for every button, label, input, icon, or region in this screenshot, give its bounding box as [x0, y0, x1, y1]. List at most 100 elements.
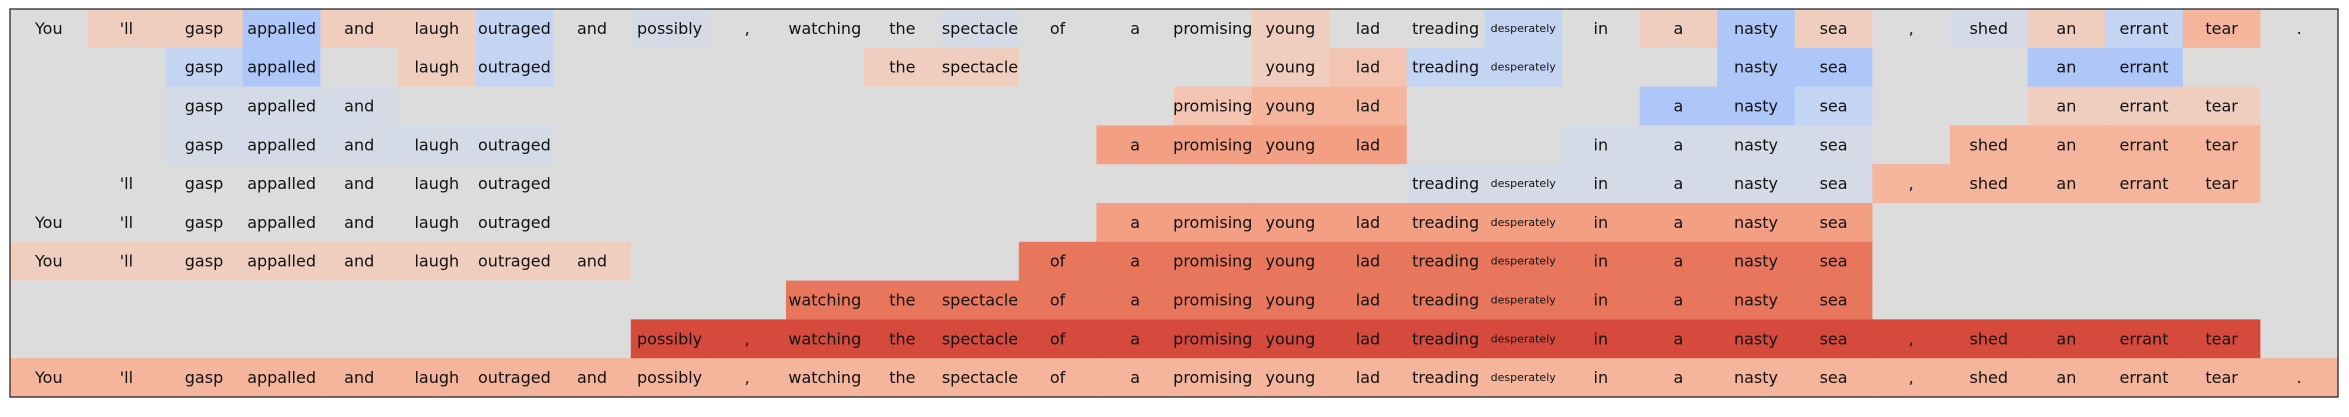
heatmap-cell [1950, 280, 2029, 320]
heatmap-cell [1872, 203, 1951, 243]
heatmap-cell [1484, 125, 1563, 165]
heatmap-cell [1251, 358, 1330, 398]
heatmap-cell [320, 86, 399, 126]
heatmap-cell [2027, 47, 2106, 88]
cell-token-label: young [1266, 252, 1316, 271]
heatmap-cell [398, 358, 477, 398]
heatmap-cell [398, 47, 477, 88]
cell-token-label: promising [1173, 368, 1252, 387]
heatmap-cell [242, 280, 321, 320]
cell-token-label: spectacle [942, 368, 1018, 387]
cell-token-label: treading [1412, 174, 1479, 193]
heatmap-cell [708, 319, 787, 359]
heatmap-cell [630, 47, 709, 88]
heatmap-cell [941, 9, 1020, 49]
heatmap-cell [475, 47, 554, 88]
heatmap-cell [2260, 241, 2339, 282]
heatmap-cell [2260, 164, 2339, 204]
cell-token-label: promising [1173, 135, 1252, 154]
cell-token-label: promising [1173, 19, 1252, 38]
cell-token-label: , [1909, 368, 1914, 387]
heatmap-cell [2105, 280, 2184, 320]
heatmap-cell [1484, 319, 1563, 359]
heatmap-cell [1639, 164, 1718, 204]
heatmap-cell [1174, 86, 1253, 126]
cell-token-label: watching [788, 19, 861, 38]
heatmap-cell [2182, 47, 2261, 88]
cell-token-label: gasp [185, 213, 223, 232]
heatmap-cell [1484, 86, 1563, 126]
heatmap-cell [1251, 203, 1330, 243]
heatmap-cell [2260, 203, 2339, 243]
heatmap-cell [630, 125, 709, 165]
cell-token-label: gasp [185, 252, 223, 271]
heatmap-cell [165, 280, 244, 320]
heatmap-cell [863, 203, 942, 243]
heatmap-cell [2027, 164, 2106, 204]
heatmap-cell [1018, 280, 1097, 320]
heatmap-cell [1018, 125, 1097, 165]
heatmap-cell [1329, 86, 1408, 126]
heatmap-cell [1794, 203, 1873, 243]
heatmap-cell [1096, 9, 1175, 49]
cell-token-label: . [2297, 368, 2302, 387]
heatmap-cell [475, 9, 554, 49]
cell-token-label: . [2297, 19, 2302, 38]
heatmap-cell [1950, 358, 2029, 398]
heatmap-cell [786, 203, 865, 243]
heatmap-cell [242, 241, 321, 282]
cell-token-label: in [1594, 213, 1609, 232]
cell-token-label: an [2056, 329, 2076, 348]
heatmap-cell [1872, 86, 1951, 126]
cell-token-label: a [1673, 19, 1683, 38]
heatmap-cell [2182, 9, 2261, 49]
heatmap-cell [320, 241, 399, 282]
cell-token-label: of [1050, 252, 1066, 271]
heatmap-cell [1251, 280, 1330, 320]
heatmap-cell [1794, 319, 1873, 359]
heatmap-cell [1329, 164, 1408, 204]
heatmap-cell [475, 125, 554, 165]
cell-token-label: nasty [1734, 213, 1778, 232]
heatmap-cell [708, 47, 787, 88]
cell-token-label: shed [1970, 19, 2008, 38]
cell-token-label: treading [1412, 58, 1479, 77]
cell-token-label: treading [1412, 19, 1479, 38]
cell-token-label: young [1266, 368, 1316, 387]
cell-token-label: 'll [120, 252, 133, 271]
plot-frame [9, 8, 2339, 398]
heatmap-cell [786, 241, 865, 282]
cell-token-label: tear [2205, 19, 2238, 38]
cell-token-label: in [1594, 368, 1609, 387]
heatmap-cell [10, 86, 89, 126]
heatmap-cell [1251, 164, 1330, 204]
heatmap-cell [1872, 164, 1951, 204]
cell-token-label: errant [2120, 368, 2169, 387]
heatmap-cell [1484, 164, 1563, 204]
cell-token-label: sea [1820, 58, 1848, 77]
heatmap-cell [1018, 358, 1097, 398]
cell-token-label: desperately [1491, 22, 1557, 35]
heatmap-cell [1096, 86, 1175, 126]
heatmap-cell [630, 164, 709, 204]
cell-token-label: tear [2205, 174, 2238, 193]
heatmap-cell [2027, 280, 2106, 320]
cell-token-label: 'll [120, 19, 133, 38]
heatmap-cell [553, 241, 632, 282]
heatmap-cell [1174, 319, 1253, 359]
heatmap-cell [708, 358, 787, 398]
heatmap-cell [10, 319, 89, 359]
cell-token-label: desperately [1491, 177, 1557, 190]
cell-token-label: an [2056, 135, 2076, 154]
heatmap-cell [10, 203, 89, 243]
cell-token-label: appalled [247, 97, 316, 116]
heatmap-cell [1639, 319, 1718, 359]
heatmap-cell [1329, 358, 1408, 398]
cell-token-label: lad [1356, 19, 1380, 38]
heatmap-cell [242, 319, 321, 359]
heatmap-cell [87, 164, 166, 204]
cell-token-label: a [1130, 135, 1140, 154]
cell-token-label: , [745, 368, 750, 387]
heatmap-cell [1018, 203, 1097, 243]
heatmap-cell [630, 358, 709, 398]
